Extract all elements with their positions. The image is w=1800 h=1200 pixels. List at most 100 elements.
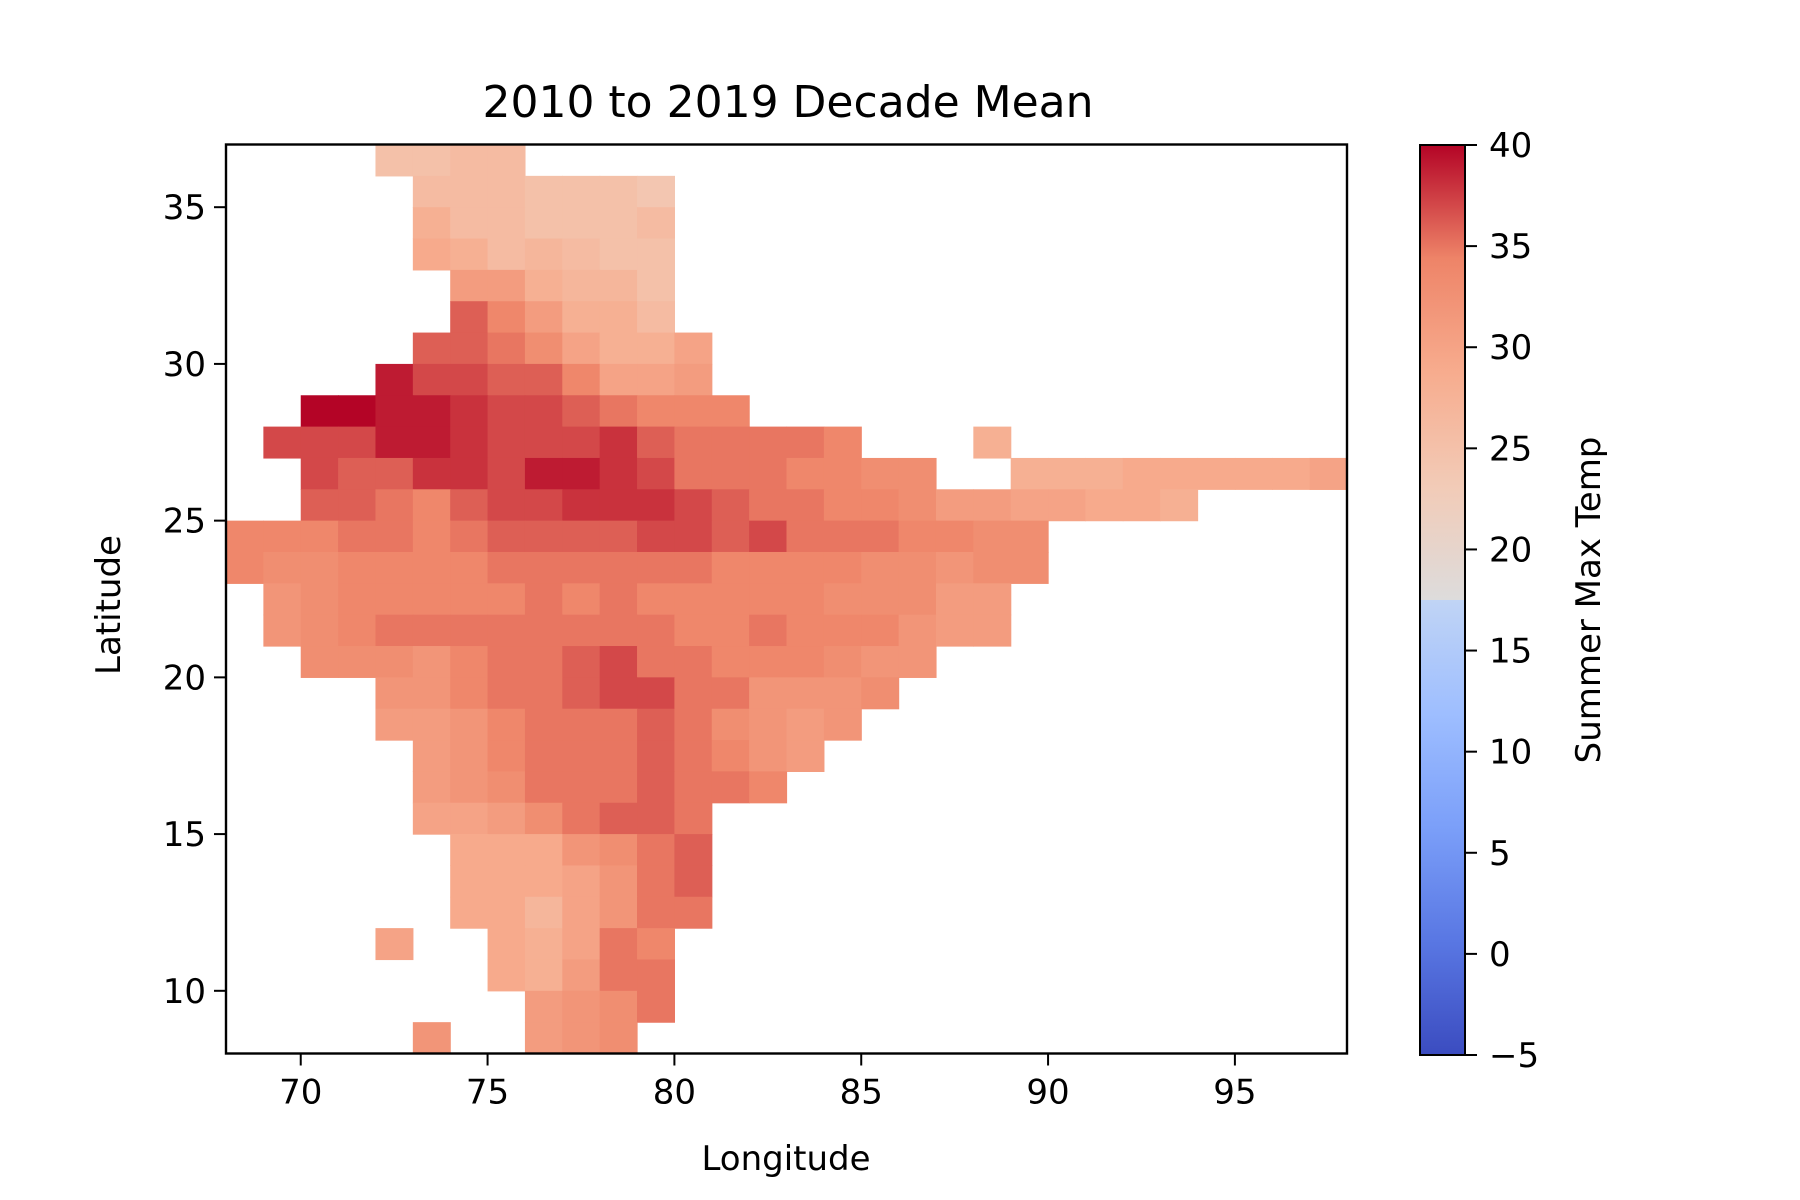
heatmap-cell (226, 520, 264, 553)
heatmap-cell (450, 395, 489, 428)
heatmap-cell (599, 771, 638, 804)
heatmap-cell (450, 677, 489, 710)
heatmap-cell (524, 834, 563, 867)
heatmap-cell (637, 677, 675, 710)
heatmap-cell (524, 395, 563, 428)
heatmap-cell (300, 583, 339, 616)
heatmap-cell (599, 332, 638, 365)
heatmap-cell (450, 896, 489, 929)
heatmap-cell (300, 646, 339, 678)
heatmap-cell (898, 457, 937, 490)
heatmap-cell (562, 708, 601, 741)
heatmap-cell (524, 708, 563, 741)
heatmap-cell (599, 207, 638, 240)
heatmap-cell (487, 426, 526, 459)
heatmap-cell (599, 551, 638, 584)
heatmap-cell (524, 646, 563, 678)
heatmap-cell (562, 520, 601, 553)
heatmap-cell (450, 269, 489, 302)
heatmap-cell (562, 896, 601, 929)
heatmap-cell (375, 583, 414, 616)
heatmap-cell (1085, 489, 1124, 522)
heatmap-cell (450, 740, 489, 772)
heatmap-cell (524, 990, 563, 1023)
heatmap-cell (823, 489, 862, 522)
heatmap-cell (861, 551, 900, 584)
heatmap-cell (562, 740, 601, 772)
heatmap-cell (637, 865, 675, 898)
heatmap-cell (637, 207, 675, 240)
x-axis-label: Longitude (701, 1139, 870, 1179)
heatmap-cell (599, 583, 638, 616)
heatmap-cell (487, 520, 526, 553)
heatmap-cell (861, 489, 900, 522)
heatmap-cell (674, 771, 713, 804)
heatmap-cells (226, 144, 1348, 1055)
colorbar-tick-label: 15 (1489, 632, 1532, 672)
heatmap-cell (861, 457, 900, 490)
x-tick-label: 70 (279, 1073, 322, 1113)
heatmap-cell (674, 395, 713, 428)
heatmap-cell (450, 175, 489, 208)
heatmap-cell (674, 802, 713, 835)
heatmap-cell (524, 489, 563, 522)
heatmap-cell (749, 677, 788, 710)
heatmap-cell (599, 959, 638, 992)
heatmap-cell (487, 708, 526, 741)
heatmap-cell (487, 646, 526, 678)
heatmap-cell (674, 363, 713, 396)
heatmap-cell (487, 269, 526, 302)
heatmap-cell (412, 646, 451, 678)
heatmap-cell (1197, 457, 1236, 490)
heatmap-cell (524, 959, 563, 992)
heatmap-cell (711, 520, 750, 553)
heatmap-cell (599, 740, 638, 772)
heatmap-cell (637, 457, 675, 490)
heatmap-cell (674, 896, 713, 929)
x-axis-ticks: 70 75 80 85 90 95 (279, 1053, 1257, 1113)
heatmap-cell (300, 614, 339, 647)
heatmap-cell (375, 395, 414, 428)
colorbar-tick-label: 20 (1489, 530, 1532, 570)
heatmap-cell (412, 238, 451, 271)
heatmap-cell (524, 802, 563, 835)
heatmap-cell (599, 896, 638, 929)
heatmap-cell (599, 363, 638, 396)
heatmap-cell (935, 551, 974, 584)
heatmap-cell (412, 614, 451, 647)
y-axis-ticks: 10 15 20 25 30 35 (163, 188, 226, 1012)
heatmap-cell (1010, 551, 1049, 584)
heatmap-cell (338, 395, 377, 428)
heatmap-cell (1085, 457, 1124, 490)
heatmap-cell (637, 959, 675, 992)
heatmap-cell (674, 551, 713, 584)
heatmap-cell (749, 646, 788, 678)
heatmap-cell (562, 238, 601, 271)
heatmap-cell (562, 959, 601, 992)
heatmap-cell (749, 708, 788, 741)
heatmap-cell (300, 489, 339, 522)
heatmap-cell (562, 677, 601, 710)
heatmap-cell (487, 802, 526, 835)
x-tick-label: 95 (1213, 1073, 1256, 1113)
heatmap-cell (1234, 457, 1273, 490)
heatmap-cell (338, 489, 377, 522)
heatmap-cell (487, 395, 526, 428)
heatmap-cell (637, 771, 675, 804)
heatmap-cell (450, 520, 489, 553)
heatmap-cell (524, 583, 563, 616)
heatmap-cell (1309, 457, 1348, 490)
heatmap-cell (823, 614, 862, 647)
heatmap-cell (711, 583, 750, 616)
heatmap-cell (599, 395, 638, 428)
heatmap-cell (338, 551, 377, 584)
heatmap-cell (674, 457, 713, 490)
heatmap-cell (637, 395, 675, 428)
heatmap-cell (973, 583, 1012, 616)
heatmap-cell (487, 740, 526, 772)
heatmap-cell (898, 646, 937, 678)
heatmap-cell (1160, 457, 1199, 490)
heatmap-cell (1010, 457, 1049, 490)
heatmap-cell (674, 646, 713, 678)
heatmap-cell (375, 489, 414, 522)
